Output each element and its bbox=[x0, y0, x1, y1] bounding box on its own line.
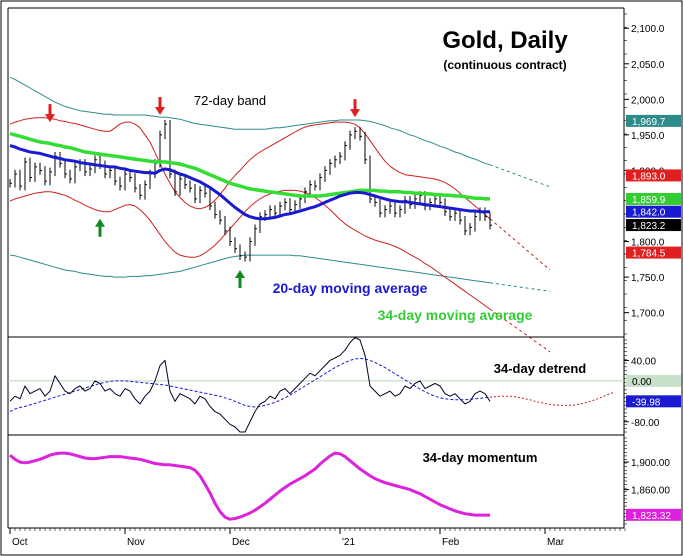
value-badge: 1,784.5 bbox=[626, 246, 681, 260]
value-badge-bg bbox=[626, 219, 681, 232]
y-tick-label: 2,000.0 bbox=[631, 95, 665, 106]
value-badge: 1,859.9 bbox=[626, 192, 681, 206]
x-tick-label: Oct bbox=[12, 537, 28, 548]
value-badge-bg bbox=[626, 169, 681, 182]
value-badge-label: 1,784.5 bbox=[632, 249, 666, 260]
value-badge-bg bbox=[626, 395, 681, 408]
red-upper-envelope bbox=[9, 117, 491, 220]
x-tick-label: Feb bbox=[442, 537, 460, 548]
red-down-arrow-icon bbox=[350, 99, 360, 118]
detrend-projection bbox=[489, 391, 616, 406]
value-badge-label: 1,823.32 bbox=[632, 511, 671, 522]
momentum-line bbox=[9, 451, 490, 521]
value-badge-bg bbox=[626, 114, 681, 127]
detrend-annotation: 34-day detrend bbox=[494, 361, 587, 376]
red-lower-envelope bbox=[9, 189, 491, 310]
arrow-shaft bbox=[98, 225, 102, 237]
red-upper-projection bbox=[489, 218, 551, 271]
detrend-line bbox=[9, 336, 491, 433]
band-annotation: 72-day band bbox=[194, 93, 266, 108]
y-tick-label: 2,100.0 bbox=[631, 24, 665, 35]
value-badge-label: 1,823.2 bbox=[632, 221, 666, 232]
y-tick-label: 1,800.0 bbox=[631, 238, 665, 249]
value-badge-bg bbox=[626, 246, 681, 259]
value-badge-label: -39.98 bbox=[632, 397, 661, 408]
detrend-panel: 40.00 -80.00 0.00 -39.98 bbox=[8, 336, 681, 433]
x-tick-label: '21 bbox=[342, 537, 355, 548]
ma20-line bbox=[9, 144, 490, 221]
arrow-head bbox=[235, 270, 245, 278]
y-tick-label: 1,700.0 bbox=[631, 309, 665, 320]
band-upper-projection bbox=[489, 164, 551, 188]
y-tick-label: -80.00 bbox=[631, 418, 660, 429]
value-badge: 1,823.32 bbox=[626, 508, 681, 522]
price-panel: 2,100.02,050.02,000.01,950.01,900.01,800… bbox=[9, 13, 681, 353]
value-badge: 1,823.2 bbox=[626, 219, 681, 232]
y-tick-label: 1,950.0 bbox=[631, 131, 665, 142]
chart-subtitle: (continuous contract) bbox=[443, 58, 566, 72]
value-badge: 1,893.0 bbox=[626, 169, 681, 182]
arrow-head bbox=[350, 109, 360, 118]
detrend-smoothed-line bbox=[9, 357, 491, 413]
value-badge: 0.00 bbox=[626, 374, 681, 388]
value-badge-label: 0.00 bbox=[632, 377, 652, 388]
ma34-line bbox=[9, 131, 490, 201]
arrow-shaft bbox=[158, 96, 162, 108]
x-tick-label: Dec bbox=[232, 537, 250, 548]
band-upper-line bbox=[9, 76, 491, 166]
y-tick-label: 40.00 bbox=[631, 356, 656, 367]
momentum-panel: 1,900.00 1,860.00 1,823.32 bbox=[8, 434, 681, 525]
ma20-annotation: 20-day moving average bbox=[273, 280, 428, 296]
green-up-arrow-icon bbox=[95, 218, 105, 237]
y-tick-label: 1,860.00 bbox=[631, 486, 670, 497]
value-badge-label: 1,893.0 bbox=[632, 171, 666, 182]
arrow-head bbox=[155, 106, 165, 115]
red-down-arrow-icon bbox=[155, 96, 165, 115]
value-badge-bg bbox=[626, 192, 681, 205]
momentum-annotation: 34-day momentum bbox=[423, 450, 538, 465]
arrow-shaft bbox=[48, 104, 52, 116]
x-axis: Oct Nov Dec '21 Feb Mar bbox=[9, 528, 626, 548]
chart-title: Gold, Daily bbox=[442, 27, 568, 54]
band-lower-projection bbox=[489, 282, 551, 292]
arrow-head bbox=[45, 114, 55, 123]
red-down-arrow-icon bbox=[45, 104, 55, 123]
value-badge: -39.98 bbox=[626, 395, 681, 408]
y-tick-label: 2,050.0 bbox=[631, 60, 665, 71]
y-tick-label: 1,750.0 bbox=[631, 273, 665, 284]
x-tick-label: Nov bbox=[127, 537, 145, 548]
value-badge-label: 1,842.0 bbox=[632, 208, 666, 219]
value-badge-bg bbox=[626, 508, 681, 521]
arrow-head bbox=[95, 218, 105, 227]
red-lower-projection bbox=[489, 308, 551, 353]
arrow-shaft bbox=[353, 99, 357, 111]
value-badge-label: 1,859.9 bbox=[632, 195, 666, 206]
value-badge: 1,842.0 bbox=[626, 205, 681, 219]
value-badge-bg bbox=[626, 374, 681, 387]
green-up-arrow-icon bbox=[235, 270, 245, 288]
value-badge-label: 1,969.7 bbox=[632, 117, 666, 128]
value-badge: 1,969.7 bbox=[626, 114, 681, 128]
y-tick-label: 1,900.00 bbox=[631, 458, 670, 469]
value-badge-bg bbox=[626, 205, 681, 218]
ma34-annotation: 34-day moving average bbox=[378, 307, 533, 323]
x-tick-label: Mar bbox=[547, 537, 565, 548]
arrow-shaft bbox=[238, 277, 242, 288]
